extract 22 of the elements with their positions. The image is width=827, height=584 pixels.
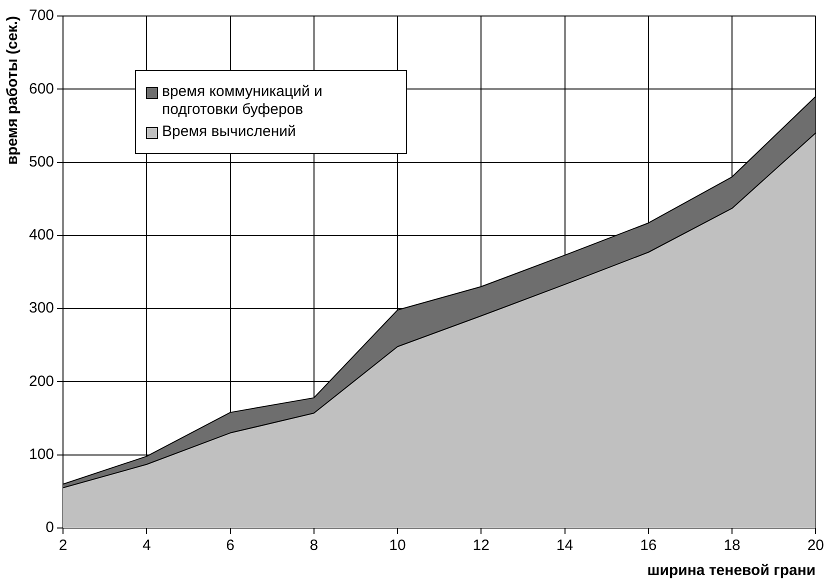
legend-label: время коммуникаций и подготовки буферов: [162, 83, 324, 119]
y-tick-label: 500: [28, 153, 54, 170]
y-tick-label: 200: [28, 372, 54, 390]
x-tick-label: 14: [556, 537, 574, 554]
x-tick-label: 6: [226, 537, 234, 554]
legend-label: Время вычислений: [162, 123, 296, 141]
y-tick-label: 0: [46, 519, 54, 536]
y-axis-title: время работы (сек.): [4, 16, 22, 165]
x-axis-title: ширина теневой грани: [647, 562, 816, 580]
y-tick-label: 100: [28, 446, 54, 463]
y-tick-label: 600: [28, 80, 54, 98]
x-tick-label: 4: [142, 537, 151, 554]
x-tick-label: 18: [724, 537, 740, 554]
x-tick-label: 16: [640, 537, 657, 554]
x-tick-label: 10: [389, 537, 406, 554]
y-tick-label: 700: [28, 7, 54, 24]
x-tick-label: 2: [58, 537, 68, 554]
y-tick-label: 300: [28, 300, 54, 317]
y-tick-label: 400: [28, 226, 54, 244]
x-tick-label: 8: [310, 537, 318, 554]
x-tick-label: 20: [807, 537, 824, 554]
x-tick-label: 12: [472, 537, 490, 554]
